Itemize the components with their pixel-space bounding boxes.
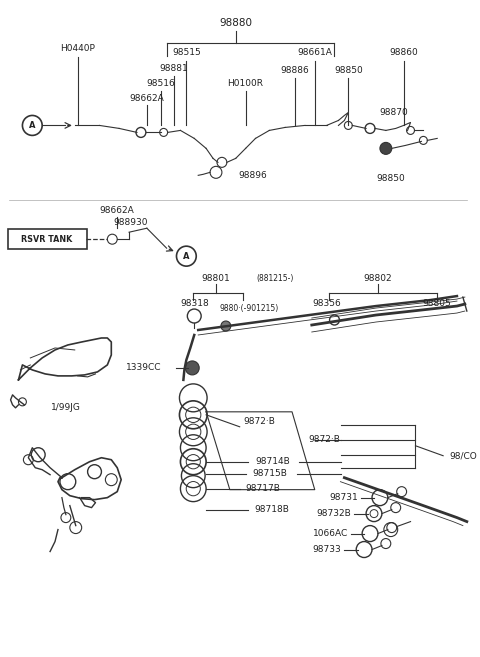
Text: 1339CC: 1339CC <box>126 363 162 373</box>
Text: 988930: 988930 <box>114 217 148 227</box>
Text: 98515: 98515 <box>172 48 201 57</box>
Text: 98318: 98318 <box>180 298 209 307</box>
Text: A: A <box>183 252 190 261</box>
Circle shape <box>380 143 392 154</box>
Text: 98732B: 98732B <box>316 509 351 518</box>
Text: (881215-): (881215-) <box>256 273 294 283</box>
Circle shape <box>185 361 199 375</box>
Text: RSVR TANK: RSVR TANK <box>22 235 73 244</box>
FancyBboxPatch shape <box>8 229 86 249</box>
Text: 98860: 98860 <box>389 48 418 57</box>
Text: 98850: 98850 <box>376 174 405 183</box>
Text: A: A <box>29 121 36 130</box>
Text: 98662A: 98662A <box>100 206 134 215</box>
Text: 98715B: 98715B <box>252 469 287 478</box>
Text: 98356: 98356 <box>312 298 341 307</box>
Text: 98805: 98805 <box>423 298 452 307</box>
Text: 1/99JG: 1/99JG <box>51 403 81 413</box>
Text: 98850: 98850 <box>334 66 363 75</box>
Text: 98714B: 98714B <box>255 457 289 466</box>
Text: 98896: 98896 <box>238 171 267 180</box>
Text: 98661A: 98661A <box>297 48 332 57</box>
Text: 98516: 98516 <box>146 79 175 88</box>
Text: 1066AC: 1066AC <box>313 529 348 538</box>
Text: 9872·B: 9872·B <box>243 417 276 426</box>
Text: 98802: 98802 <box>364 273 392 283</box>
Text: 98717B: 98717B <box>245 484 280 493</box>
Text: 98870: 98870 <box>379 108 408 117</box>
Text: 9872·B: 9872·B <box>309 436 340 444</box>
Circle shape <box>221 321 231 331</box>
Text: 98718B: 98718B <box>255 505 290 514</box>
Text: 98886: 98886 <box>281 66 310 75</box>
Text: 98731: 98731 <box>329 493 358 502</box>
Text: 98880: 98880 <box>219 18 252 28</box>
Text: 98881: 98881 <box>159 64 188 73</box>
Text: 98/CO: 98/CO <box>449 451 477 461</box>
Text: 98662A: 98662A <box>130 94 164 103</box>
Text: H0440P: H0440P <box>60 44 95 53</box>
Text: 9880·(-901215): 9880·(-901215) <box>220 304 279 313</box>
Text: 98801: 98801 <box>202 273 230 283</box>
Text: 98733: 98733 <box>312 545 341 554</box>
Text: H0100R: H0100R <box>228 79 264 88</box>
